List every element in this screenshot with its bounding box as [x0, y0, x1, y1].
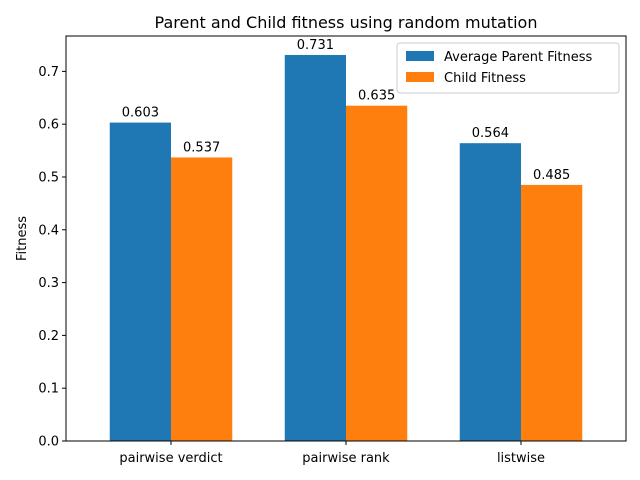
y-tick-label: 0.5	[38, 170, 59, 185]
bar-parent-1	[284, 55, 346, 441]
y-axis: 0.0 0.1 0.2 0.3 0.4 0.5 0.6 0.7	[38, 65, 66, 450]
bar-parent-0	[109, 122, 171, 441]
data-label: 0.564	[472, 126, 509, 141]
bars-group	[109, 55, 583, 441]
y-tick-label: 0.6	[38, 118, 59, 133]
legend-label: Average Parent Fitness	[444, 50, 593, 65]
y-tick-label: 0.1	[38, 382, 59, 397]
x-tick-label: listwise	[497, 451, 545, 466]
bar-child-1	[346, 105, 408, 441]
x-axis: pairwise verdict pairwise rank listwise	[119, 441, 545, 466]
data-label: 0.485	[533, 168, 570, 183]
data-labels-group: 0.603 0.537 0.731 0.635 0.564 0.485	[122, 38, 570, 183]
bar-child-2	[521, 184, 583, 441]
x-tick-label: pairwise verdict	[119, 451, 222, 466]
y-tick-label: 0.2	[38, 329, 59, 344]
plot-frame	[65, 35, 627, 442]
y-axis-label: Fitness	[15, 216, 30, 261]
x-tick-label: pairwise rank	[302, 451, 390, 466]
y-tick-label: 0.3	[38, 276, 59, 291]
legend: Average Parent Fitness Child Fitness	[396, 42, 620, 94]
legend-swatch	[406, 51, 434, 61]
legend-label: Child Fitness	[444, 71, 526, 86]
y-tick-label: 0.4	[38, 223, 59, 238]
bar-parent-2	[459, 143, 521, 441]
y-tick-label: 0.0	[38, 435, 59, 450]
chart-title: Parent and Child fitness using random mu…	[155, 13, 538, 32]
legend-box	[396, 42, 620, 94]
bar-child-0	[171, 157, 233, 441]
data-label: 0.635	[358, 89, 395, 104]
data-label: 0.731	[297, 38, 334, 53]
y-tick-label: 0.7	[38, 65, 59, 80]
legend-swatch	[406, 72, 434, 82]
data-label: 0.603	[122, 106, 159, 121]
data-label: 0.537	[183, 140, 220, 155]
